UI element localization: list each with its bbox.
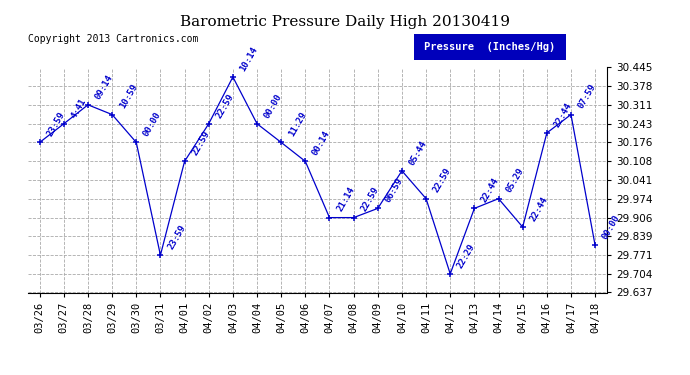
Text: 07:59: 07:59 <box>577 82 598 110</box>
Text: 05:44: 05:44 <box>408 139 428 166</box>
Text: 22:44: 22:44 <box>553 101 573 129</box>
Text: 05:29: 05:29 <box>504 167 525 195</box>
Text: 22:29: 22:29 <box>456 242 477 270</box>
Text: 22:59: 22:59 <box>215 92 235 120</box>
Text: 09:14: 09:14 <box>94 73 115 100</box>
Text: 4:41: 4:41 <box>70 96 88 120</box>
Text: 22:59: 22:59 <box>432 167 453 195</box>
Text: 23:59: 23:59 <box>166 223 187 251</box>
Text: 10:14: 10:14 <box>239 45 259 73</box>
Text: Barometric Pressure Daily High 20130419: Barometric Pressure Daily High 20130419 <box>180 15 510 29</box>
Text: 23:59: 23:59 <box>46 111 66 138</box>
Text: Pressure  (Inches/Hg): Pressure (Inches/Hg) <box>424 42 555 52</box>
Text: 00:14: 00:14 <box>311 129 332 157</box>
Text: 22:59: 22:59 <box>190 129 211 157</box>
Text: 21:14: 21:14 <box>335 186 356 213</box>
Text: 11:29: 11:29 <box>287 111 308 138</box>
Text: 00:00: 00:00 <box>263 92 284 120</box>
Text: 22:44: 22:44 <box>529 195 549 223</box>
Text: 10:59: 10:59 <box>118 82 139 110</box>
Text: 06:59: 06:59 <box>384 177 404 204</box>
Text: 22:59: 22:59 <box>359 186 380 213</box>
Text: 00:00: 00:00 <box>601 213 622 241</box>
Text: 22:44: 22:44 <box>480 177 501 204</box>
Text: Copyright 2013 Cartronics.com: Copyright 2013 Cartronics.com <box>28 34 198 44</box>
Text: 00:00: 00:00 <box>142 111 163 138</box>
